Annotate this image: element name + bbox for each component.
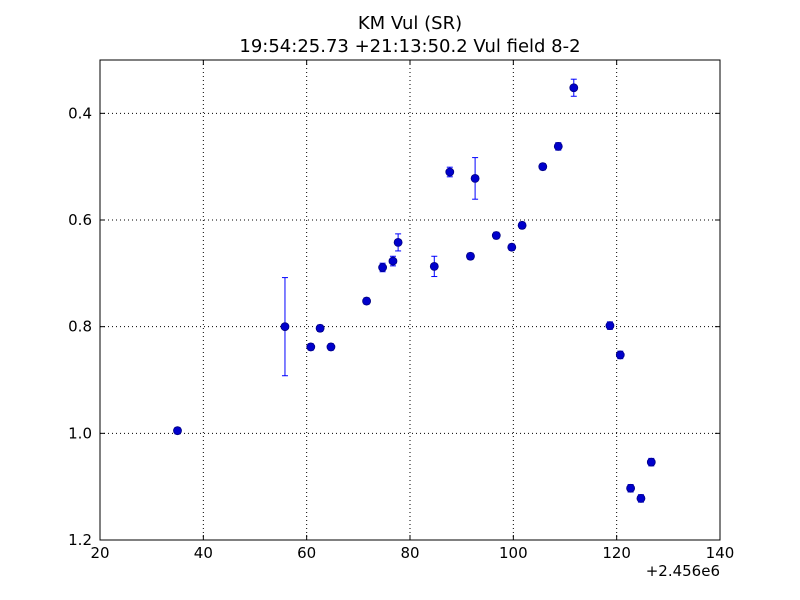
data-point: [362, 296, 372, 306]
data-point: [538, 162, 548, 172]
data-point-group: [393, 233, 403, 252]
data-point-group: [306, 342, 316, 352]
data-point-group: [626, 483, 636, 493]
data-point: [517, 220, 527, 230]
data-points: [173, 78, 656, 503]
data-point: [470, 173, 480, 183]
grid-lines: [100, 60, 720, 540]
data-point: [326, 342, 336, 352]
data-point: [491, 231, 501, 240]
x-tick-label: 40: [194, 544, 213, 562]
x-tick-label: 80: [400, 544, 419, 562]
y-tick-label: 0.8: [68, 318, 92, 336]
data-point: [173, 426, 182, 436]
data-point: [605, 321, 615, 331]
data-point-group: [280, 277, 290, 377]
x-tick-label: 140: [706, 544, 735, 562]
data-point: [378, 263, 388, 272]
data-point-group: [507, 242, 517, 252]
x-tick-label: 100: [499, 544, 528, 562]
y-tick-label: 1.0: [68, 424, 92, 442]
data-point: [569, 83, 579, 93]
data-point: [636, 493, 646, 503]
data-point-group: [173, 426, 182, 436]
data-point: [445, 167, 455, 177]
x-tick-label: 120: [602, 544, 631, 562]
data-point-group: [517, 220, 527, 230]
data-point-group: [553, 141, 563, 151]
data-point-group: [362, 296, 372, 306]
y-tick-label: 0.4: [68, 104, 92, 122]
data-point-group: [378, 262, 388, 273]
data-point-group: [538, 162, 548, 172]
data-point: [393, 237, 403, 247]
plot-area-frame: [99, 59, 721, 541]
data-point-group: [605, 321, 615, 331]
data-point-group: [445, 166, 455, 178]
x-offset-label: +2.456e6: [646, 562, 720, 580]
data-point: [553, 141, 563, 151]
data-point-group: [569, 78, 579, 97]
data-point-group: [466, 251, 475, 261]
data-point-group: [429, 255, 439, 278]
chart-title: KM Vul (SR): [358, 13, 462, 34]
data-point-group: [326, 342, 336, 352]
data-point-group: [470, 157, 480, 200]
data-point: [315, 323, 325, 333]
x-tick-label: 60: [297, 544, 316, 562]
data-point: [429, 261, 439, 271]
data-point-group: [491, 231, 501, 240]
data-point: [626, 483, 636, 493]
data-point: [280, 322, 290, 332]
x-tick-labels: 20 40 60 80 100 120 140: [90, 544, 734, 562]
data-point: [507, 242, 517, 252]
data-point: [615, 350, 625, 360]
chart-subtitle: 19:54:25.73 +21:13:50.2 Vul field 8-2: [239, 36, 580, 57]
data-point-group: [615, 350, 625, 360]
y-tick-label: 1.2: [68, 531, 92, 549]
y-tick-labels: 0.4 0.6 0.8 1.0 1.2: [68, 104, 92, 549]
y-tick-label: 0.6: [68, 211, 92, 229]
data-point-group: [646, 457, 656, 467]
data-point-group: [388, 255, 398, 267]
data-point: [388, 256, 398, 266]
data-point: [306, 342, 316, 352]
data-point: [466, 251, 475, 261]
data-point-group: [315, 323, 325, 333]
data-point: [646, 457, 656, 467]
x-tick-label: 20: [90, 544, 109, 562]
data-point-group: [636, 493, 646, 503]
